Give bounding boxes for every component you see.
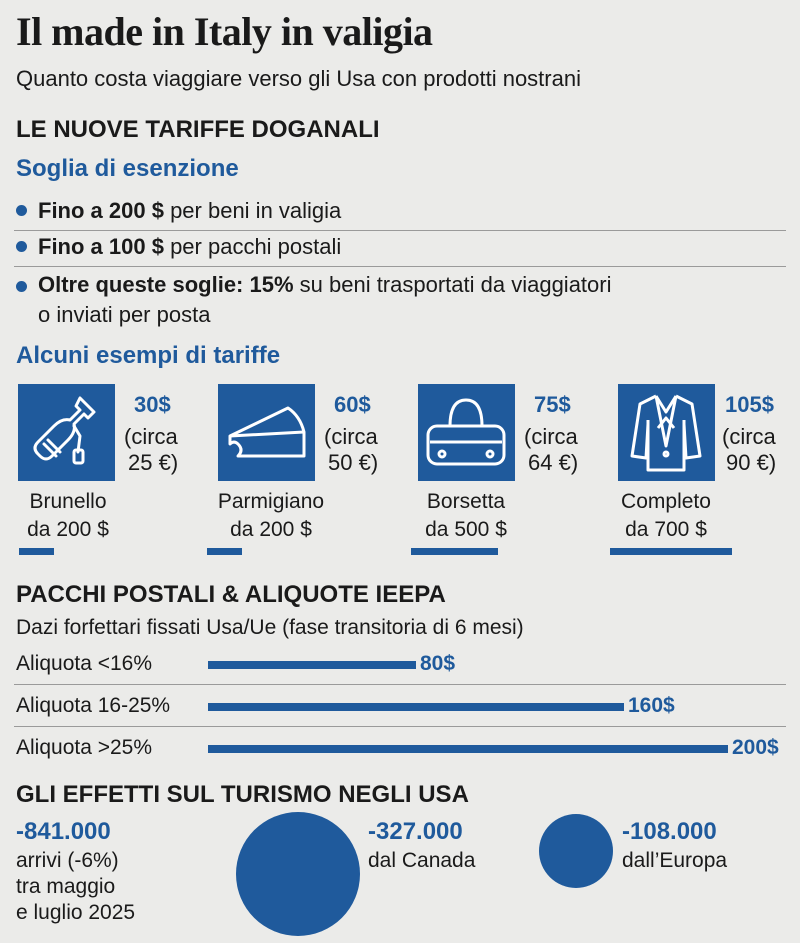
example-approx: (circa 25 €) xyxy=(124,424,179,475)
stat-caption: arrivi (-6%) tra maggio e luglio 2025 xyxy=(16,849,136,924)
bullet-dot xyxy=(16,241,27,252)
tariffs-heading: LE NUOVE TARIFFE DOGANALI xyxy=(16,116,380,143)
postal-subheading: Dazi forfettari fissati Usa/Ue (fase tra… xyxy=(16,616,524,639)
example-label: Parmigiano da 200 $ xyxy=(217,490,325,541)
threshold-heading: Soglia di esenzione xyxy=(16,155,239,182)
stat-value: -841.000 xyxy=(16,818,111,845)
tourism-heading: GLI EFFETTI SUL TURISMO NEGLI USA xyxy=(16,781,469,808)
example-price: 75$ xyxy=(534,392,571,417)
divider xyxy=(14,266,786,267)
bar-value-label: 200$ xyxy=(732,736,779,759)
stat-value: -327.000 xyxy=(368,818,463,845)
bar xyxy=(208,703,624,711)
stat-circle-small xyxy=(539,814,613,888)
example-label: Borsetta da 500 $ xyxy=(425,490,507,541)
bullet-text: su beni trasportati da viaggiatori xyxy=(293,272,612,297)
divider xyxy=(14,230,786,231)
bullet-item: Oltre queste soglie: 15% su beni traspor… xyxy=(38,270,612,300)
bullet-bold: Fino a 200 $ xyxy=(38,198,164,223)
example-label: Completo da 700 $ xyxy=(621,490,711,541)
value-bar xyxy=(207,548,242,555)
cheese-icon xyxy=(218,384,315,481)
stat-circle-large xyxy=(236,812,360,936)
example-label: Brunello da 200 $ xyxy=(27,490,109,541)
bullet-bold: Fino a 100 $ xyxy=(38,234,164,259)
page-title: Il made in Italy in valigia xyxy=(16,9,433,54)
bullet-bold: Oltre queste soglie: 15% xyxy=(38,272,294,297)
bar-value-label: 80$ xyxy=(420,652,456,675)
example-price: 105$ xyxy=(725,392,774,417)
example-approx: (circa 50 €) xyxy=(324,424,379,475)
example-approx: (circa 90 €) xyxy=(722,424,777,475)
example-price: 60$ xyxy=(334,392,371,417)
bullet-dot xyxy=(16,205,27,216)
postal-heading: PACCHI POSTALI & ALIQUOTE IEEPA xyxy=(16,581,446,608)
value-bar xyxy=(411,548,498,555)
bullet-text: per beni in valigia xyxy=(163,198,342,223)
value-bar xyxy=(19,548,54,555)
wine-bottle-icon xyxy=(18,384,115,481)
bullet-item: Fino a 200 $ per beni in valigia xyxy=(38,196,341,226)
bullet-item: Fino a 100 $ per pacchi postali xyxy=(38,232,341,262)
divider xyxy=(14,684,786,685)
stat-caption: dal Canada xyxy=(368,849,476,872)
bar-value-label: 160$ xyxy=(628,694,675,717)
divider xyxy=(14,726,786,727)
bar-category-label: Aliquota 16-25% xyxy=(16,694,171,717)
bar xyxy=(208,661,416,669)
stat-caption: dall’Europa xyxy=(622,849,728,872)
examples-heading: Alcuni esempi di tariffe xyxy=(16,342,281,369)
bar-category-label: Aliquota >25% xyxy=(16,736,153,759)
bar-category-label: Aliquota <16% xyxy=(16,652,153,675)
suit-icon xyxy=(618,384,715,481)
bar xyxy=(208,745,728,753)
stat-value: -108.000 xyxy=(622,818,717,845)
handbag-icon xyxy=(418,384,515,481)
value-bar xyxy=(610,548,732,555)
bullet-text: per pacchi postali xyxy=(163,234,342,259)
example-price: 30$ xyxy=(134,392,171,417)
example-approx: (circa 64 €) xyxy=(524,424,579,475)
bullet-dot xyxy=(16,281,27,292)
bullet-continuation: o inviati per posta xyxy=(38,302,211,327)
page-subtitle: Quanto costa viaggiare verso gli Usa con… xyxy=(16,66,581,91)
